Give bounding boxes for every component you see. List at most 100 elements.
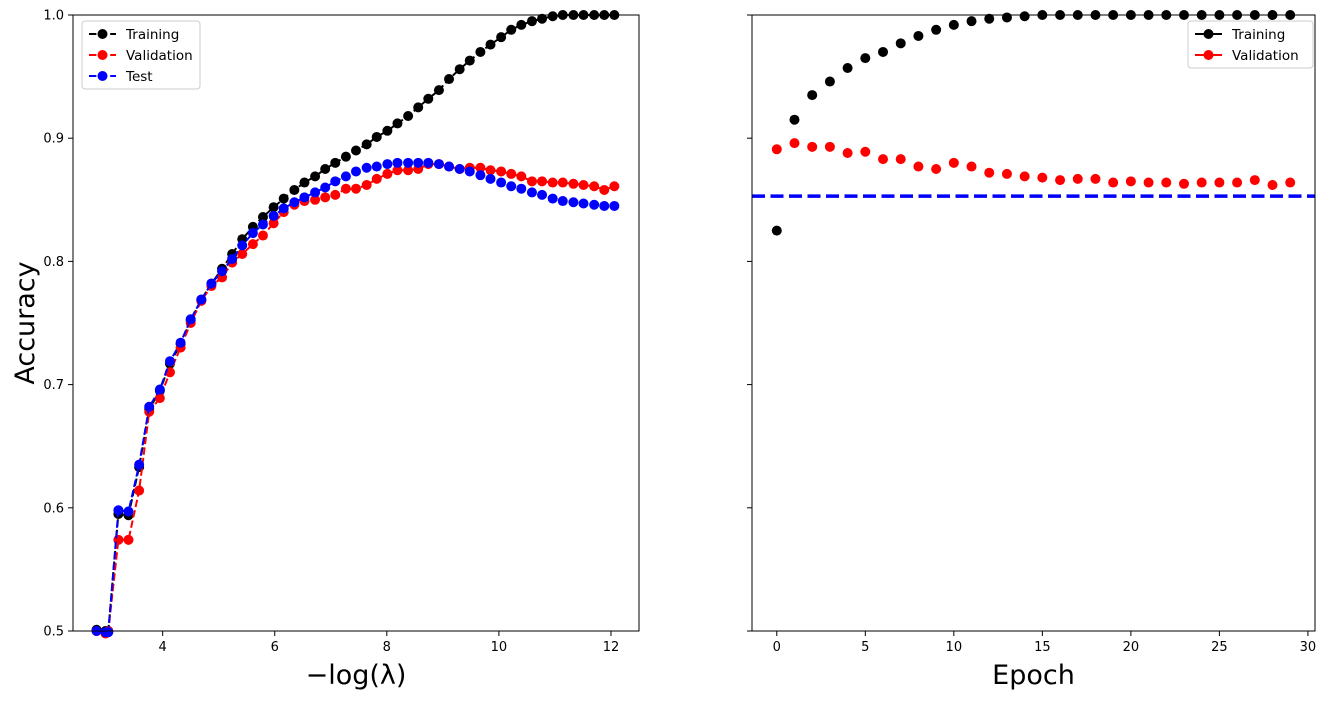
data-layer xyxy=(91,10,620,639)
data-point xyxy=(310,187,321,198)
data-point xyxy=(475,162,486,173)
y-tick-label: 0.8 xyxy=(43,255,64,270)
x-tick-label: 6 xyxy=(271,640,279,655)
data-point xyxy=(568,197,579,208)
data-point xyxy=(175,337,186,348)
data-point xyxy=(320,192,331,203)
x-tick-label: 4 xyxy=(159,640,167,655)
data-point xyxy=(526,187,537,198)
data-point xyxy=(537,13,548,24)
data-point xyxy=(268,210,279,221)
data-point xyxy=(423,93,434,104)
data-point xyxy=(485,165,496,176)
legend-label: Training xyxy=(125,27,179,43)
x-tick-label: 20 xyxy=(1123,640,1140,655)
y-tick-label: 0.5 xyxy=(43,625,64,640)
legend-box xyxy=(1187,20,1314,69)
data-point xyxy=(771,225,782,236)
data-point xyxy=(842,147,853,158)
y-axis-label: Accuracy xyxy=(10,261,41,384)
data-point xyxy=(392,118,403,129)
data-point xyxy=(351,145,361,156)
data-point xyxy=(557,196,568,207)
data-point xyxy=(123,534,134,545)
data-point xyxy=(413,102,424,113)
data-point xyxy=(1001,168,1012,179)
series-validation xyxy=(771,138,1296,191)
plot-frame xyxy=(72,14,640,632)
data-point xyxy=(1143,177,1154,188)
legend-marker xyxy=(97,29,108,39)
data-point xyxy=(842,62,853,73)
data-point xyxy=(589,181,600,192)
data-point xyxy=(330,189,341,200)
data-point xyxy=(330,157,341,168)
data-point xyxy=(526,16,537,27)
data-point xyxy=(609,200,620,211)
data-point xyxy=(320,164,331,174)
data-point xyxy=(547,177,558,188)
data-point xyxy=(506,181,517,192)
data-point xyxy=(371,173,382,184)
legend-label: Training xyxy=(1231,27,1285,43)
data-point xyxy=(496,32,507,43)
data-point xyxy=(123,506,134,517)
data-point xyxy=(237,249,248,260)
legend-marker xyxy=(1203,50,1214,60)
data-point xyxy=(878,46,889,57)
data-point xyxy=(340,171,351,182)
data-point xyxy=(547,193,558,204)
data-point xyxy=(1196,177,1207,188)
legend-box xyxy=(81,20,201,90)
data-point xyxy=(299,192,310,203)
data-point xyxy=(931,24,942,35)
x-tick-label: 15 xyxy=(1034,640,1051,655)
data-point xyxy=(506,24,517,35)
data-point xyxy=(247,228,258,239)
data-point xyxy=(403,111,414,122)
data-point xyxy=(268,218,279,229)
data-point xyxy=(578,180,589,191)
data-point xyxy=(164,356,175,367)
data-point xyxy=(257,212,268,223)
x-tick-label: 10 xyxy=(946,640,963,655)
data-point xyxy=(196,294,207,305)
y-tick-label: 1.0 xyxy=(43,9,64,24)
data-point xyxy=(464,166,475,177)
data-point xyxy=(413,157,424,168)
data-point xyxy=(1214,177,1225,188)
legend: Training Validation xyxy=(1187,20,1314,69)
data-point xyxy=(913,30,924,41)
plot-frame xyxy=(751,14,1316,632)
data-point xyxy=(1019,11,1030,22)
data-point xyxy=(382,125,393,136)
data-point xyxy=(948,157,959,168)
x-tick-label: 12 xyxy=(603,640,620,655)
data-point xyxy=(1161,177,1172,188)
data-point xyxy=(1072,173,1083,184)
data-point xyxy=(1267,180,1278,191)
data-point xyxy=(185,314,196,325)
data-point xyxy=(966,16,977,27)
data-point xyxy=(237,240,248,251)
data-point xyxy=(257,219,268,230)
legend: Training Validation Test xyxy=(81,20,201,90)
data-point xyxy=(217,266,228,277)
data-point xyxy=(771,144,782,155)
data-point xyxy=(227,253,238,264)
data-point xyxy=(537,176,548,187)
data-point xyxy=(154,393,165,404)
data-point xyxy=(807,90,818,101)
y-tick-label: 0.9 xyxy=(43,132,64,147)
data-point xyxy=(278,193,289,204)
legend-label: Validation xyxy=(1232,48,1299,64)
data-point xyxy=(568,178,579,189)
series-line xyxy=(96,161,615,634)
data-point xyxy=(506,168,517,179)
data-point xyxy=(1125,176,1136,187)
data-point xyxy=(392,165,403,176)
y-tick-label: 0.7 xyxy=(43,378,64,393)
data-point xyxy=(516,183,527,194)
data-point xyxy=(824,76,835,87)
data-point xyxy=(382,159,393,170)
